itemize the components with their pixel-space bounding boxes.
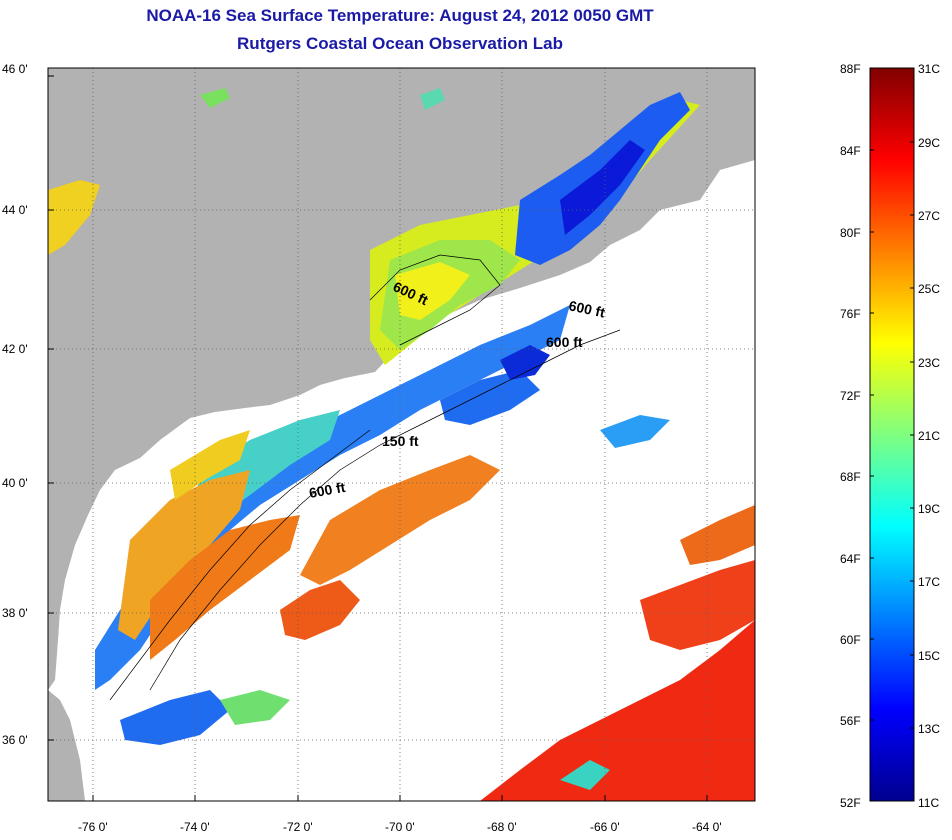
contour-label: 600 ft	[546, 334, 583, 350]
colorbar-f-label: 80F	[840, 226, 861, 240]
map-frame	[47, 67, 756, 802]
contour-label: 600 ft	[308, 479, 347, 501]
colorbar-c-label: 21C	[918, 429, 941, 443]
colorbar	[869, 67, 915, 802]
colorbar-f-label: 76F	[840, 307, 861, 321]
lat-label: 40 0'	[2, 476, 28, 490]
lat-label: 38 0'	[2, 606, 28, 620]
colorbar-f-label: 64F	[840, 552, 861, 566]
map-subtitle: Rutgers Coastal Ocean Observation Lab	[237, 34, 563, 53]
colorbar-c-label: 17C	[918, 575, 941, 589]
colorbar-c-label: 11C	[918, 796, 940, 810]
colorbar-c-label: 19C	[918, 502, 941, 516]
colorbar-f-label: 68F	[840, 470, 861, 484]
contour-label: 600 ft	[567, 297, 606, 320]
lat-label: 36 0'	[2, 733, 28, 747]
map-title: NOAA-16 Sea Surface Temperature: August …	[146, 6, 654, 25]
map-field	[48, 68, 755, 801]
lon-label: -74 0'	[180, 820, 210, 834]
lon-label: -70 0'	[385, 820, 415, 834]
lon-label: -66 0'	[590, 820, 620, 834]
bathymetry-contours	[109, 254, 621, 701]
lon-label: -72 0'	[283, 820, 313, 834]
colorbar-c-label: 27C	[918, 209, 941, 223]
colorbar-c-label: 15C	[918, 649, 941, 663]
colorbar-c-label: 25C	[918, 282, 941, 296]
contour-label: 150 ft	[382, 433, 419, 449]
lat-label: 44 0'	[2, 203, 28, 217]
colorbar-f-label: 72F	[840, 389, 861, 403]
colorbar-c-label: 29C	[918, 136, 941, 150]
colorbar-c-label: 23C	[918, 356, 941, 370]
lon-label: -76 0'	[78, 820, 108, 834]
colorbar-f-label: 56F	[840, 714, 861, 728]
colorbar-c-label: 13C	[918, 722, 941, 736]
colorbar-f-label: 88F	[840, 62, 861, 76]
colorbar-f-label: 60F	[840, 633, 861, 647]
colorbar-f-label: 52F	[840, 796, 861, 810]
lat-label: 46 0'	[2, 62, 28, 76]
lon-label: -64 0'	[692, 820, 722, 834]
lon-label: -68 0'	[487, 820, 517, 834]
colorbar-f-label: 84F	[840, 144, 861, 158]
land-neck	[48, 690, 85, 801]
lat-label: 42 0'	[2, 342, 28, 356]
colorbar-c-label: 31C	[918, 62, 941, 76]
